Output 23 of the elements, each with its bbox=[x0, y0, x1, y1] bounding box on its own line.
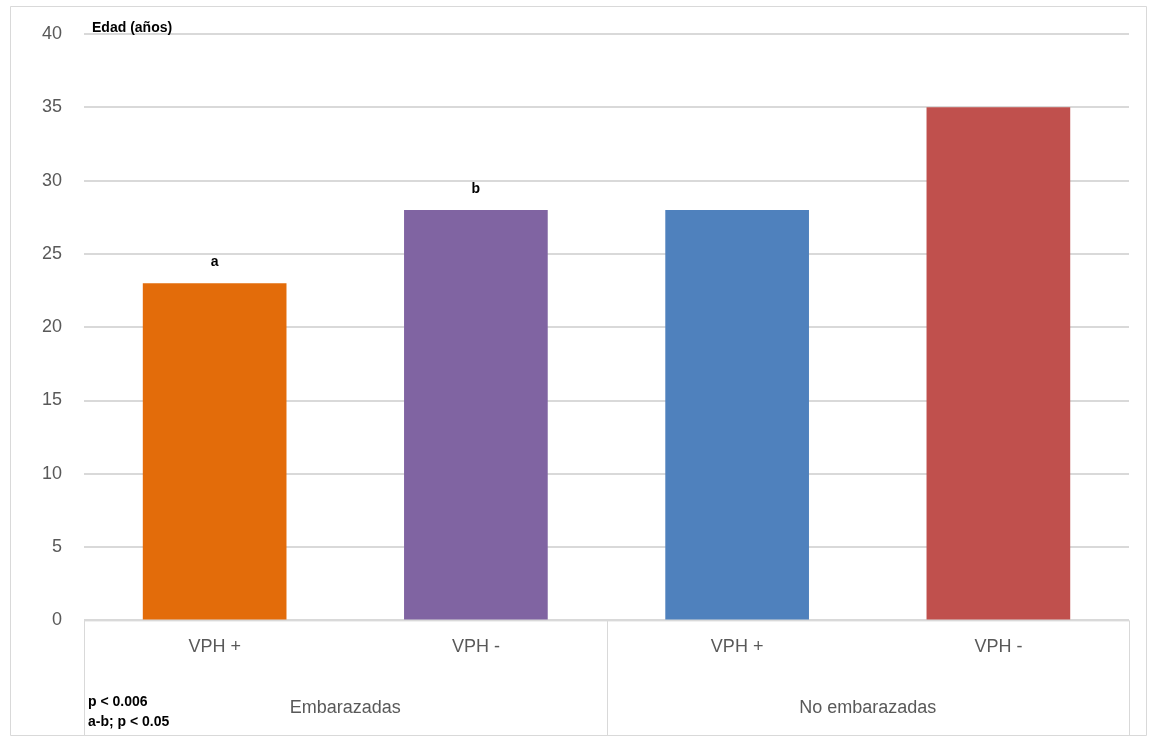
x-tick-label: VPH - bbox=[974, 636, 1023, 657]
annotation: b bbox=[471, 179, 481, 196]
y-tick-label: 25 bbox=[41, 242, 63, 263]
y-tick-label: 35 bbox=[41, 96, 63, 117]
annotation: a bbox=[210, 253, 219, 270]
text: Embarazadas bbox=[289, 696, 401, 717]
y-tick-label: 15 bbox=[41, 389, 63, 410]
y-axis-title: Edad (años) bbox=[92, 18, 173, 35]
y-tick-label: 30 bbox=[41, 169, 63, 190]
x-tick-label: VPH + bbox=[710, 636, 764, 657]
bar bbox=[665, 209, 809, 620]
bar bbox=[926, 107, 1071, 620]
y-tick-label: 40 bbox=[41, 22, 63, 43]
y-tick-label: 10 bbox=[41, 462, 63, 483]
bar bbox=[404, 209, 548, 620]
x-tick-label: VPH - bbox=[451, 636, 500, 657]
text: No embarazadas bbox=[799, 696, 937, 717]
text: p < 0.006 a-b; p < 0.05 bbox=[88, 692, 170, 729]
bar bbox=[142, 283, 287, 620]
y-tick-label: 20 bbox=[41, 316, 63, 337]
y-tick-label: 5 bbox=[52, 536, 63, 557]
x-tick-label: VPH + bbox=[188, 636, 241, 657]
y-tick-label: 0 bbox=[52, 609, 63, 630]
